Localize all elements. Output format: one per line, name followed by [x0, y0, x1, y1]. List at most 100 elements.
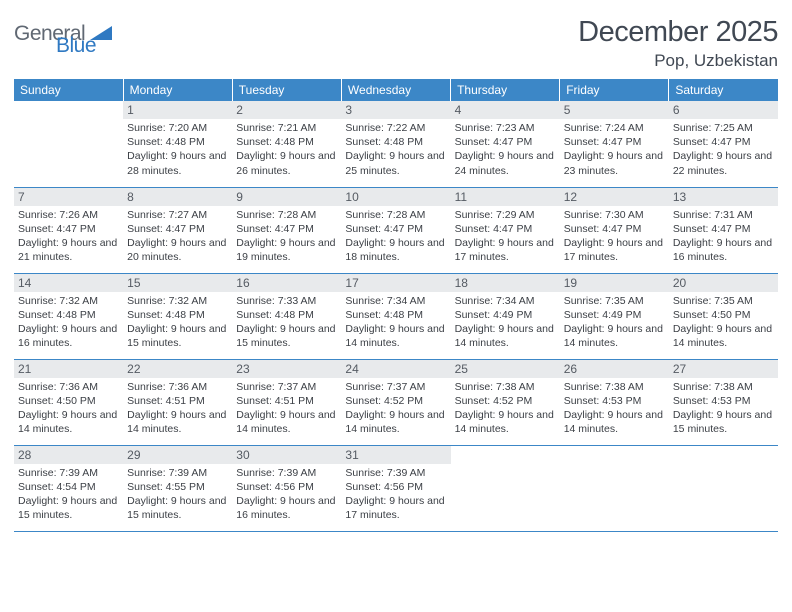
- day-details: Sunrise: 7:36 AMSunset: 4:50 PMDaylight:…: [18, 380, 119, 437]
- calendar-table: SundayMondayTuesdayWednesdayThursdayFrid…: [14, 79, 778, 532]
- day-number: 5: [560, 101, 669, 119]
- calendar-cell: 14 Sunrise: 7:32 AMSunset: 4:48 PMDayligh…: [14, 273, 123, 359]
- calendar-row: 7 Sunrise: 7:26 AMSunset: 4:47 PMDaylight…: [14, 187, 778, 273]
- day-number: 16: [232, 274, 341, 292]
- day-number: 22: [123, 360, 232, 378]
- day-details: Sunrise: 7:38 AMSunset: 4:53 PMDaylight:…: [564, 380, 665, 437]
- day-number: 9: [232, 188, 341, 206]
- page-title: December 2025: [578, 16, 778, 49]
- day-number: 11: [451, 188, 560, 206]
- day-details: Sunrise: 7:31 AMSunset: 4:47 PMDaylight:…: [673, 208, 774, 265]
- day-details: Sunrise: 7:39 AMSunset: 4:56 PMDaylight:…: [236, 466, 337, 523]
- calendar-cell: 10 Sunrise: 7:28 AMSunset: 4:47 PMDayligh…: [341, 187, 450, 273]
- day-details: Sunrise: 7:28 AMSunset: 4:47 PMDaylight:…: [345, 208, 446, 265]
- weekday-header: Friday: [560, 79, 669, 101]
- day-details: Sunrise: 7:35 AMSunset: 4:50 PMDaylight:…: [673, 294, 774, 351]
- day-number: 21: [14, 360, 123, 378]
- weekday-header: Wednesday: [341, 79, 450, 101]
- day-details: Sunrise: 7:21 AMSunset: 4:48 PMDaylight:…: [236, 121, 337, 178]
- day-number: 29: [123, 446, 232, 464]
- day-details: Sunrise: 7:32 AMSunset: 4:48 PMDaylight:…: [18, 294, 119, 351]
- day-number: 10: [341, 188, 450, 206]
- calendar-cell: 26 Sunrise: 7:38 AMSunset: 4:53 PMDayligh…: [560, 359, 669, 445]
- day-number: 28: [14, 446, 123, 464]
- calendar-cell: [451, 445, 560, 531]
- day-details: Sunrise: 7:38 AMSunset: 4:52 PMDaylight:…: [455, 380, 556, 437]
- day-number: 30: [232, 446, 341, 464]
- calendar-cell: 9 Sunrise: 7:28 AMSunset: 4:47 PMDaylight…: [232, 187, 341, 273]
- calendar-body: 1 Sunrise: 7:20 AMSunset: 4:48 PMDaylight…: [14, 101, 778, 531]
- day-number: 23: [232, 360, 341, 378]
- day-number: 7: [14, 188, 123, 206]
- weekday-header: Monday: [123, 79, 232, 101]
- day-number: 15: [123, 274, 232, 292]
- calendar-cell: 24 Sunrise: 7:37 AMSunset: 4:52 PMDayligh…: [341, 359, 450, 445]
- calendar-head: SundayMondayTuesdayWednesdayThursdayFrid…: [14, 79, 778, 101]
- weekday-header: Saturday: [669, 79, 778, 101]
- calendar-row: 1 Sunrise: 7:20 AMSunset: 4:48 PMDaylight…: [14, 101, 778, 187]
- day-details: Sunrise: 7:37 AMSunset: 4:51 PMDaylight:…: [236, 380, 337, 437]
- calendar-cell: 30 Sunrise: 7:39 AMSunset: 4:56 PMDayligh…: [232, 445, 341, 531]
- day-details: Sunrise: 7:39 AMSunset: 4:55 PMDaylight:…: [127, 466, 228, 523]
- day-number: 24: [341, 360, 450, 378]
- day-details: Sunrise: 7:29 AMSunset: 4:47 PMDaylight:…: [455, 208, 556, 265]
- weekday-header: Sunday: [14, 79, 123, 101]
- calendar-cell: 31 Sunrise: 7:39 AMSunset: 4:56 PMDayligh…: [341, 445, 450, 531]
- calendar-cell: [14, 101, 123, 187]
- logo: General Blue: [14, 16, 114, 46]
- day-number: 19: [560, 274, 669, 292]
- calendar-cell: 25 Sunrise: 7:38 AMSunset: 4:52 PMDayligh…: [451, 359, 560, 445]
- day-details: Sunrise: 7:33 AMSunset: 4:48 PMDaylight:…: [236, 294, 337, 351]
- day-number: 13: [669, 188, 778, 206]
- day-number: 31: [341, 446, 450, 464]
- day-details: Sunrise: 7:39 AMSunset: 4:54 PMDaylight:…: [18, 466, 119, 523]
- header: General Blue December 2025 Pop, Uzbekist…: [14, 16, 778, 71]
- calendar-row: 28 Sunrise: 7:39 AMSunset: 4:54 PMDayligh…: [14, 445, 778, 531]
- day-details: Sunrise: 7:34 AMSunset: 4:49 PMDaylight:…: [455, 294, 556, 351]
- day-details: Sunrise: 7:36 AMSunset: 4:51 PMDaylight:…: [127, 380, 228, 437]
- calendar-cell: 23 Sunrise: 7:37 AMSunset: 4:51 PMDayligh…: [232, 359, 341, 445]
- location-label: Pop, Uzbekistan: [578, 51, 778, 71]
- calendar-cell: 6 Sunrise: 7:25 AMSunset: 4:47 PMDaylight…: [669, 101, 778, 187]
- calendar-cell: 8Sunrise: 7:27 AMSunset: 4:47 PMDaylight…: [123, 187, 232, 273]
- day-number: 26: [560, 360, 669, 378]
- day-number: 2: [232, 101, 341, 119]
- calendar-row: 21 Sunrise: 7:36 AMSunset: 4:50 PMDayligh…: [14, 359, 778, 445]
- day-details: Sunrise: 7:27 AMSunset: 4:47 PMDaylight:…: [127, 208, 228, 265]
- day-number: 25: [451, 360, 560, 378]
- day-number: 6: [669, 101, 778, 119]
- day-number: 20: [669, 274, 778, 292]
- day-details: Sunrise: 7:25 AMSunset: 4:47 PMDaylight:…: [673, 121, 774, 178]
- calendar-cell: 27Sunrise: 7:38 AMSunset: 4:53 PMDayligh…: [669, 359, 778, 445]
- day-details: Sunrise: 7:30 AMSunset: 4:47 PMDaylight:…: [564, 208, 665, 265]
- calendar-cell: 15Sunrise: 7:32 AMSunset: 4:48 PMDayligh…: [123, 273, 232, 359]
- day-details: Sunrise: 7:23 AMSunset: 4:47 PMDaylight:…: [455, 121, 556, 178]
- calendar-row: 14 Sunrise: 7:32 AMSunset: 4:48 PMDayligh…: [14, 273, 778, 359]
- day-details: Sunrise: 7:20 AMSunset: 4:48 PMDaylight:…: [127, 121, 228, 178]
- calendar-cell: 5Sunrise: 7:24 AMSunset: 4:47 PMDaylight…: [560, 101, 669, 187]
- calendar-cell: [669, 445, 778, 531]
- day-details: Sunrise: 7:28 AMSunset: 4:47 PMDaylight:…: [236, 208, 337, 265]
- day-number: 27: [669, 360, 778, 378]
- day-details: Sunrise: 7:26 AMSunset: 4:47 PMDaylight:…: [18, 208, 119, 265]
- day-details: Sunrise: 7:34 AMSunset: 4:48 PMDaylight:…: [345, 294, 446, 351]
- day-number: 3: [341, 101, 450, 119]
- calendar-cell: 20 Sunrise: 7:35 AMSunset: 4:50 PMDayligh…: [669, 273, 778, 359]
- calendar-cell: 16 Sunrise: 7:33 AMSunset: 4:48 PMDayligh…: [232, 273, 341, 359]
- day-number: 14: [14, 274, 123, 292]
- day-details: Sunrise: 7:37 AMSunset: 4:52 PMDaylight:…: [345, 380, 446, 437]
- calendar-cell: [560, 445, 669, 531]
- calendar-cell: 1 Sunrise: 7:20 AMSunset: 4:48 PMDaylight…: [123, 101, 232, 187]
- day-details: Sunrise: 7:22 AMSunset: 4:48 PMDaylight:…: [345, 121, 446, 178]
- weekday-header: Thursday: [451, 79, 560, 101]
- logo-text-2: Blue: [56, 34, 96, 58]
- day-details: Sunrise: 7:39 AMSunset: 4:56 PMDaylight:…: [345, 466, 446, 523]
- calendar-cell: 4 Sunrise: 7:23 AMSunset: 4:47 PMDaylight…: [451, 101, 560, 187]
- calendar-cell: 12Sunrise: 7:30 AMSunset: 4:47 PMDayligh…: [560, 187, 669, 273]
- day-number: 4: [451, 101, 560, 119]
- calendar-cell: 3 Sunrise: 7:22 AMSunset: 4:48 PMDaylight…: [341, 101, 450, 187]
- calendar-cell: 17Sunrise: 7:34 AMSunset: 4:48 PMDayligh…: [341, 273, 450, 359]
- day-number: 1: [123, 101, 232, 119]
- calendar-cell: 28 Sunrise: 7:39 AMSunset: 4:54 PMDayligh…: [14, 445, 123, 531]
- weekday-header: Tuesday: [232, 79, 341, 101]
